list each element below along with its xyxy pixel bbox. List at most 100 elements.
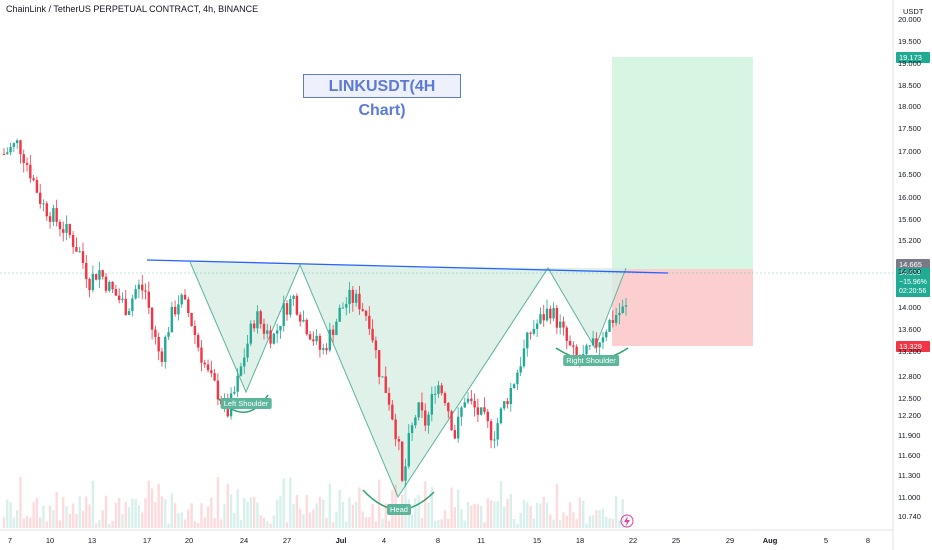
volume-bar bbox=[331, 522, 335, 528]
volume-bar bbox=[68, 513, 72, 528]
volume-bar bbox=[381, 518, 384, 528]
candle-body bbox=[397, 439, 401, 442]
candle-body bbox=[173, 307, 177, 315]
volume-bar bbox=[437, 519, 440, 528]
volume-bar bbox=[506, 498, 509, 528]
volume-bar bbox=[187, 509, 190, 528]
volume-bar bbox=[341, 501, 345, 528]
candle-body bbox=[345, 304, 348, 308]
volume-bar bbox=[275, 499, 279, 528]
candle-body bbox=[302, 319, 305, 322]
candle-body bbox=[45, 203, 48, 217]
candle-body bbox=[338, 307, 341, 322]
candle-body bbox=[348, 289, 351, 305]
volume-bar bbox=[252, 496, 256, 528]
candle-body bbox=[164, 336, 167, 362]
price-tick: 12.500 bbox=[898, 394, 921, 403]
volume-bar bbox=[588, 515, 591, 528]
volume-bar bbox=[269, 523, 272, 528]
time-tick: 8 bbox=[865, 536, 871, 545]
volume-bar bbox=[414, 498, 417, 528]
volume-bar bbox=[48, 505, 52, 528]
candle-body bbox=[618, 312, 621, 316]
candle-body bbox=[160, 351, 164, 362]
left-shoulder-label[interactable]: Left Shoulder bbox=[220, 398, 272, 409]
volume-bar bbox=[111, 520, 114, 528]
candle-body bbox=[68, 223, 72, 235]
volume-bar bbox=[558, 520, 562, 528]
candle-body bbox=[157, 337, 160, 352]
volume-bar bbox=[6, 499, 9, 528]
candle-body bbox=[275, 330, 279, 334]
target-zone[interactable] bbox=[612, 57, 753, 269]
volume-bar bbox=[65, 506, 68, 528]
bar-countdown: 02:20:56 bbox=[899, 288, 927, 295]
time-tick: 22 bbox=[628, 536, 638, 545]
right-shoulder-fill bbox=[548, 268, 626, 348]
volume-bar bbox=[246, 501, 249, 528]
volume-bar bbox=[605, 516, 608, 528]
chart-title-annotation[interactable]: LINKUSDT(4H Chart) bbox=[303, 74, 461, 119]
volume-bar bbox=[170, 493, 174, 528]
candle-body bbox=[532, 328, 536, 334]
candle-body bbox=[48, 216, 52, 222]
volume-bar bbox=[272, 515, 276, 528]
candle-body bbox=[486, 411, 489, 422]
volume-bar bbox=[575, 519, 578, 528]
candle-body bbox=[407, 433, 410, 467]
candle-body bbox=[272, 333, 276, 344]
volume-bar bbox=[565, 515, 568, 528]
time-tick: 20 bbox=[184, 536, 194, 545]
lightning-icon[interactable] bbox=[620, 514, 634, 528]
stop-zone[interactable] bbox=[612, 269, 753, 346]
candle-body bbox=[187, 299, 190, 314]
candle-body bbox=[243, 357, 246, 367]
volume-bar bbox=[193, 521, 197, 528]
volume-bar bbox=[384, 503, 387, 528]
volume-group bbox=[2, 476, 628, 528]
candle-body bbox=[506, 401, 509, 405]
volume-bar bbox=[377, 479, 381, 528]
candle-body bbox=[141, 284, 144, 291]
volume-bar bbox=[578, 497, 582, 528]
volume-bar bbox=[220, 519, 223, 528]
volume-bar bbox=[308, 512, 312, 528]
candle-body bbox=[384, 376, 387, 393]
price-tick: 19.000 bbox=[898, 59, 921, 68]
volume-bar bbox=[282, 478, 285, 528]
right-shoulder-label[interactable]: Right Shoulder bbox=[563, 355, 619, 366]
volume-bar bbox=[542, 496, 545, 528]
volume-bar bbox=[157, 483, 160, 528]
candle-body bbox=[6, 152, 9, 155]
volume-bar bbox=[210, 497, 213, 528]
candle-body bbox=[456, 416, 460, 439]
candle-body bbox=[598, 342, 601, 348]
volume-bar bbox=[433, 520, 437, 528]
time-tick: 17 bbox=[142, 536, 152, 545]
price-tick: 10.740 bbox=[898, 512, 921, 521]
volume-bar bbox=[529, 506, 532, 528]
volume-bar bbox=[519, 512, 522, 528]
volume-bar bbox=[94, 523, 98, 528]
volume-bar bbox=[614, 496, 618, 528]
volume-bar bbox=[298, 509, 302, 528]
volume-bar bbox=[190, 503, 193, 528]
volume-bar bbox=[216, 476, 220, 528]
volume-bar bbox=[233, 513, 236, 528]
head-label[interactable]: Head bbox=[387, 504, 411, 515]
neckline[interactable] bbox=[146, 259, 669, 274]
volume-bar bbox=[137, 505, 141, 528]
volume-bar bbox=[479, 506, 483, 528]
candle-body bbox=[414, 417, 417, 426]
candle-body bbox=[463, 402, 466, 408]
candle-body bbox=[62, 229, 65, 233]
volume-bar bbox=[601, 508, 605, 528]
candle-body bbox=[549, 308, 552, 319]
price-tick: 18.500 bbox=[898, 81, 921, 90]
volume-bar bbox=[78, 496, 81, 528]
target-price-badge: 19.173 bbox=[896, 52, 930, 63]
price-tick: 18.000 bbox=[898, 102, 921, 111]
candle-body bbox=[443, 393, 447, 404]
volume-bar bbox=[203, 517, 206, 528]
